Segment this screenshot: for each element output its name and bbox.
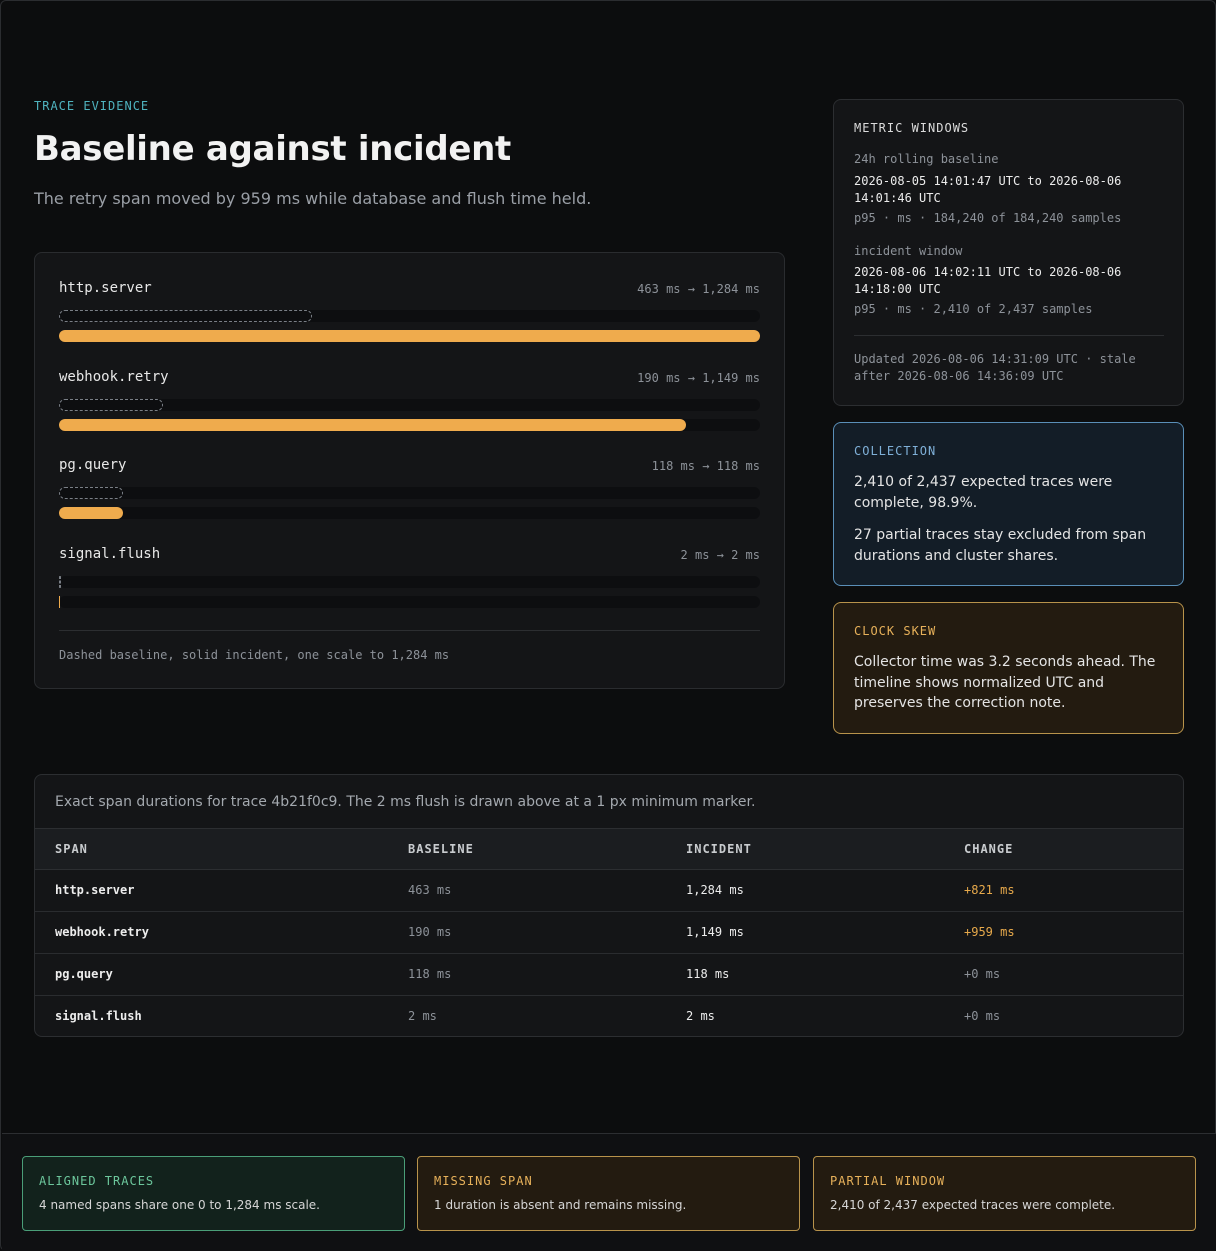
incident-bar	[59, 507, 123, 519]
incident-bar	[59, 419, 686, 431]
cell-change: +0 ms	[964, 1009, 1001, 1023]
badge-text: 4 named spans share one 0 to 1,284 ms sc…	[39, 1198, 320, 1212]
span-name: http.server	[59, 280, 152, 296]
cell-incident: 1,284 ms	[686, 883, 744, 897]
badge-text: 2,410 of 2,437 expected traces were comp…	[830, 1198, 1116, 1212]
incident-bar	[59, 330, 760, 342]
baseline-track	[59, 487, 760, 499]
cell-baseline: 2 ms	[408, 1009, 437, 1023]
chart-divider	[59, 630, 760, 631]
span-name: signal.flush	[59, 546, 161, 562]
baseline-window-meta: p95 · ms · 184,240 of 184,240 samples	[854, 211, 1122, 225]
baseline-bar	[59, 310, 312, 322]
table-caption: Exact span durations for trace 4b21f0c9.…	[55, 794, 756, 810]
span-range-label: 190 ms → 1,149 ms	[637, 371, 760, 385]
badge-title: ALIGNED TRACES	[39, 1174, 155, 1188]
metric-windows-title: METRIC WINDOWS	[854, 121, 970, 135]
collection-exclusion: 27 partial traces stay excluded from spa…	[854, 527, 1147, 564]
cell-incident: 1,149 ms	[686, 925, 744, 939]
table-header: SPAN BASELINE INCIDENT CHANGE	[35, 828, 1183, 870]
baseline-bar	[59, 487, 123, 499]
clock-skew-text: Collector time was 3.2 seconds ahead. Th…	[854, 654, 1156, 711]
status-footer: ALIGNED TRACES 4 named spans share one 0…	[2, 1133, 1216, 1251]
span-name: webhook.retry	[59, 369, 169, 385]
span-range-label: 2 ms → 2 ms	[680, 548, 760, 562]
span-row-webhook-retry: webhook.retry 190 ms → 1,149 ms	[59, 369, 760, 449]
clock-skew-card: CLOCK SKEW Collector time was 3.2 second…	[833, 602, 1184, 734]
aligned-traces-badge: ALIGNED TRACES 4 named spans share one 0…	[22, 1156, 405, 1231]
page-title: Baseline against incident	[34, 129, 512, 169]
cell-span: pg.query	[55, 967, 113, 981]
span-range-label: 463 ms → 1,284 ms	[637, 282, 760, 296]
header-change: CHANGE	[964, 842, 1014, 856]
table-row: webhook.retry 190 ms 1,149 ms +959 ms	[35, 912, 1183, 954]
incident-bar	[59, 596, 60, 608]
span-duration-chart: http.server 463 ms → 1,284 ms webhook.retr…	[34, 252, 785, 689]
table-row: signal.flush 2 ms 2 ms +0 ms	[35, 996, 1183, 1036]
span-range-label: 118 ms → 118 ms	[651, 459, 760, 473]
incident-window-meta: p95 · ms · 2,410 of 2,437 samples	[854, 302, 1093, 316]
badge-title: MISSING SPAN	[434, 1174, 533, 1188]
cell-span: signal.flush	[55, 1009, 142, 1023]
baseline-bar	[59, 576, 61, 588]
clock-skew-title: CLOCK SKEW	[854, 624, 937, 638]
cell-incident: 118 ms	[686, 967, 730, 981]
span-duration-table: Exact span durations for trace 4b21f0c9.…	[34, 774, 1184, 1037]
baseline-track	[59, 399, 760, 411]
header-span: SPAN	[55, 842, 88, 856]
badge-text: 1 duration is absent and remains missing…	[434, 1198, 687, 1212]
incident-window-label: incident window	[854, 244, 963, 258]
chart-legend-note: Dashed baseline, solid incident, one sca…	[59, 648, 450, 662]
cell-baseline: 118 ms	[408, 967, 452, 981]
cell-change: +821 ms	[964, 883, 1015, 897]
incident-track	[59, 596, 760, 608]
span-name: pg.query	[59, 457, 127, 473]
metric-windows-divider	[854, 335, 1164, 336]
table-row: http.server 463 ms 1,284 ms +821 ms	[35, 870, 1183, 912]
updated-timestamp: Updated 2026-08-06 14:31:09 UTC · stale …	[854, 352, 1136, 383]
cell-change: +0 ms	[964, 967, 1001, 981]
collection-card: COLLECTION 2,410 of 2,437 expected trace…	[833, 422, 1184, 586]
incident-track	[59, 507, 760, 519]
incident-track	[59, 419, 760, 431]
metric-windows-card: METRIC WINDOWS 24h rolling baseline 2026…	[833, 99, 1184, 406]
cell-span: webhook.retry	[55, 925, 149, 939]
header-incident: INCIDENT	[686, 842, 752, 856]
missing-span-badge: MISSING SPAN 1 duration is absent and re…	[417, 1156, 800, 1231]
incident-window-range: 2026-08-06 14:02:11 UTC to 2026-08-06 14…	[854, 265, 1122, 296]
span-row-http-server: http.server 463 ms → 1,284 ms	[59, 280, 760, 360]
baseline-track	[59, 310, 760, 322]
cell-baseline: 463 ms	[408, 883, 452, 897]
baseline-bar	[59, 399, 163, 411]
collection-completeness: 2,410 of 2,437 expected traces were comp…	[854, 474, 1113, 511]
cell-change: +959 ms	[964, 925, 1015, 939]
header-baseline: BASELINE	[408, 842, 474, 856]
partial-window-badge: PARTIAL WINDOW 2,410 of 2,437 expected t…	[813, 1156, 1196, 1231]
cell-incident: 2 ms	[686, 1009, 715, 1023]
table-row: pg.query 118 ms 118 ms +0 ms	[35, 954, 1183, 996]
baseline-window-range: 2026-08-05 14:01:47 UTC to 2026-08-06 14…	[854, 174, 1122, 205]
baseline-track	[59, 576, 760, 588]
span-row-signal-flush: signal.flush 2 ms → 2 ms	[59, 546, 760, 626]
cell-span: http.server	[55, 883, 135, 897]
incident-track	[59, 330, 760, 342]
badge-title: PARTIAL WINDOW	[830, 1174, 946, 1188]
section-eyebrow: TRACE EVIDENCE	[34, 99, 150, 113]
cell-baseline: 190 ms	[408, 925, 452, 939]
collection-title: COLLECTION	[854, 444, 937, 458]
page-subtitle: The retry span moved by 959 ms while dat…	[34, 189, 592, 208]
span-row-pg-query: pg.query 118 ms → 118 ms	[59, 457, 760, 537]
baseline-window-label: 24h rolling baseline	[854, 152, 999, 166]
